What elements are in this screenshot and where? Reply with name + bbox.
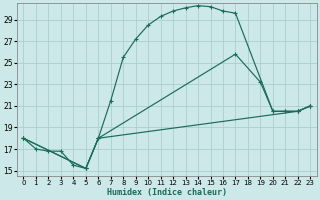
X-axis label: Humidex (Indice chaleur): Humidex (Indice chaleur) xyxy=(107,188,227,197)
